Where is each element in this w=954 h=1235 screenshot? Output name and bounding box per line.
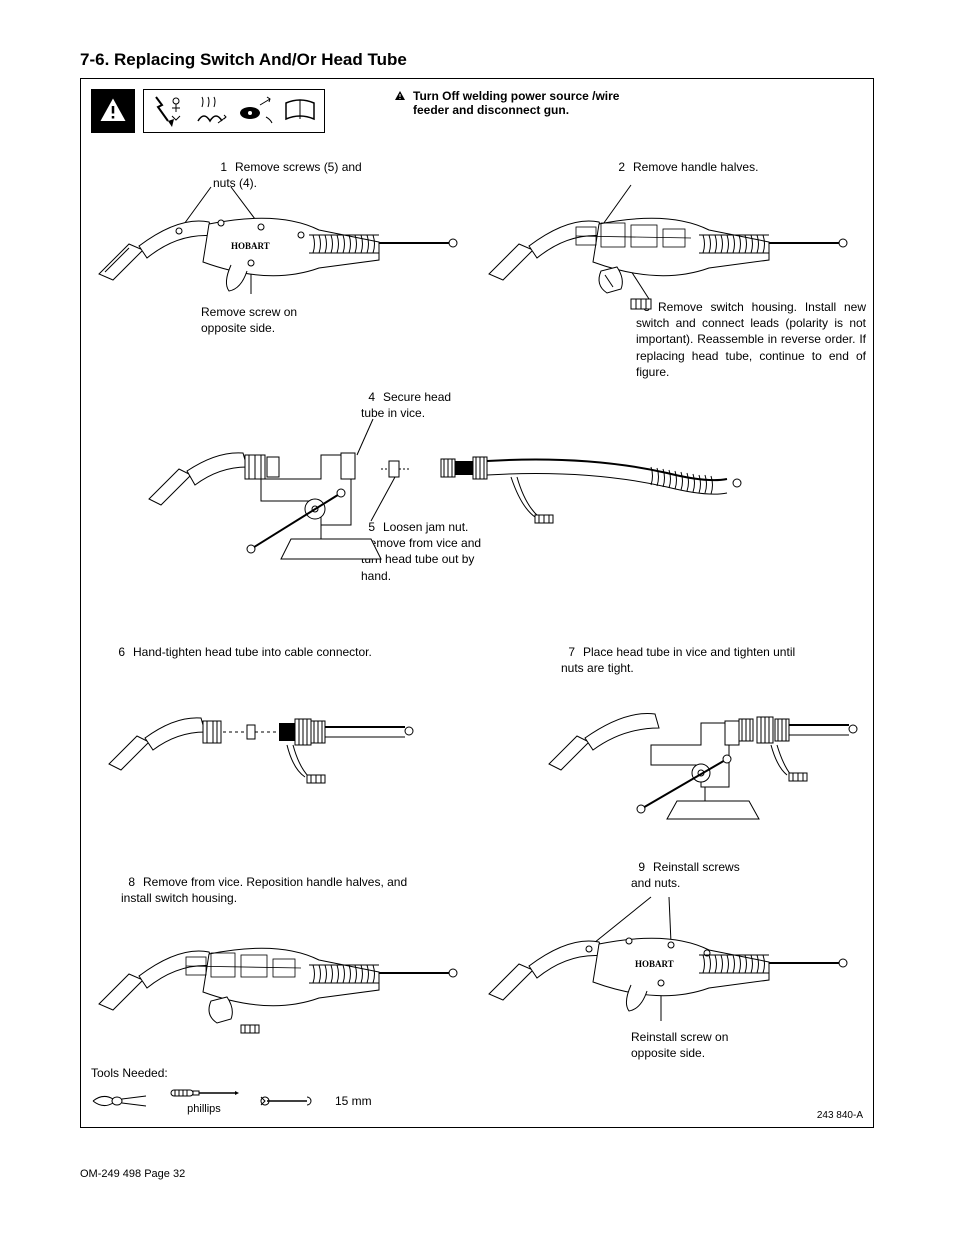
step-1-number: 1 bbox=[213, 159, 227, 175]
shock-hazard-icon bbox=[148, 93, 188, 129]
figure-box: Turn Off welding power source /wire feed… bbox=[80, 78, 874, 1128]
warning-text: Turn Off welding power source /wire feed… bbox=[393, 89, 653, 117]
gun-diagram-step2 bbox=[481, 179, 861, 339]
tools-label: Tools Needed: bbox=[91, 1066, 372, 1080]
step-6-number: 6 bbox=[111, 644, 125, 660]
vice-diagram-step4 bbox=[141, 409, 841, 589]
brand-label: HOBART bbox=[231, 241, 270, 251]
step-9-label: 9Reinstall screws and nuts. bbox=[631, 859, 751, 891]
step-6-text: Hand-tighten head tube into cable connec… bbox=[133, 645, 372, 659]
page-footer: OM-249 498 Page 32 bbox=[80, 1168, 874, 1180]
figure-reference: 243 840-A bbox=[817, 1110, 863, 1121]
hazard-icons bbox=[143, 89, 325, 133]
warning-triangle-icon bbox=[91, 89, 135, 133]
diagram-step7 bbox=[541, 679, 861, 839]
phillips-label: phillips bbox=[169, 1103, 239, 1115]
read-manual-icon bbox=[280, 93, 320, 129]
gun-diagram-step1: HOBART bbox=[91, 179, 471, 319]
gun-diagram-step8 bbox=[91, 909, 471, 1049]
small-warning-icon bbox=[393, 90, 407, 102]
step-8-label: 8Remove from vice. Reposition handle hal… bbox=[121, 874, 421, 906]
step-4-number: 4 bbox=[361, 389, 375, 405]
step-9-text: Reinstall screws and nuts. bbox=[631, 860, 740, 890]
gun-diagram-step9: HOBART bbox=[481, 889, 861, 1049]
diagram-step6 bbox=[101, 679, 421, 809]
tools-needed: Tools Needed: phillips bbox=[91, 1066, 372, 1115]
step-2-number: 2 bbox=[611, 159, 625, 175]
screwdriver-icon bbox=[169, 1086, 239, 1100]
step-8-number: 8 bbox=[121, 874, 135, 890]
wrench-size: 15 mm bbox=[335, 1094, 372, 1108]
warning-text-content: Turn Off welding power source /wire feed… bbox=[413, 89, 653, 117]
pinch-hazard-icon bbox=[236, 93, 276, 129]
brand-label-2: HOBART bbox=[635, 959, 674, 969]
pliers-icon bbox=[91, 1092, 151, 1110]
section-heading: 7-6. Replacing Switch And/Or Head Tube bbox=[80, 50, 874, 70]
hot-hazard-icon bbox=[192, 93, 232, 129]
step-2-text: Remove handle halves. bbox=[633, 160, 758, 174]
step-7-text: Place head tube in vice and tighten unti… bbox=[561, 645, 795, 675]
step-6-label: 6 Hand-tighten head tube into cable conne… bbox=[111, 644, 372, 660]
wrench-icon bbox=[257, 1094, 317, 1108]
step-7-number: 7 bbox=[561, 644, 575, 660]
step-8-text: Remove from vice. Reposition handle halv… bbox=[121, 875, 407, 905]
step-7-label: 7Place head tube in vice and tighten unt… bbox=[561, 644, 801, 676]
step-2-label: 2 Remove handle halves. bbox=[611, 159, 758, 175]
step-9-number: 9 bbox=[631, 859, 645, 875]
warning-row: Turn Off welding power source /wire feed… bbox=[91, 89, 863, 133]
